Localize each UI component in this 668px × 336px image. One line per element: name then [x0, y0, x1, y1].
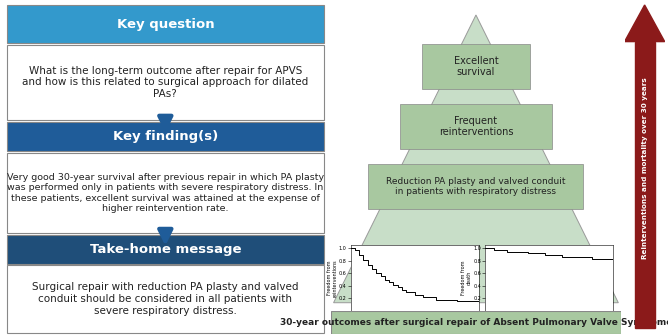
Text: Excellent
survival: Excellent survival: [454, 56, 498, 77]
X-axis label: Age (years): Age (years): [399, 326, 431, 331]
Polygon shape: [625, 5, 665, 42]
Bar: [7, 265, 324, 333]
Text: Key question: Key question: [116, 17, 214, 31]
Polygon shape: [635, 42, 655, 328]
Text: Surgical repair with reduction PA plasty and valved
conduit should be considered: Surgical repair with reduction PA plasty…: [32, 283, 299, 316]
Bar: [7, 5, 324, 43]
Text: 30-year outcomes after surgical repair of Absent Pulmonary Valve Syndrome: 30-year outcomes after surgical repair o…: [280, 318, 668, 327]
Bar: [7, 235, 324, 264]
Text: Frequent
reinterventions: Frequent reinterventions: [439, 116, 513, 137]
Y-axis label: Freedom from
death: Freedom from death: [461, 261, 472, 295]
Polygon shape: [333, 15, 619, 303]
Y-axis label: Freedom from
reinterventions: Freedom from reinterventions: [327, 259, 337, 297]
FancyBboxPatch shape: [400, 104, 552, 149]
Bar: [7, 153, 324, 233]
X-axis label: Age (years): Age (years): [533, 326, 565, 331]
Text: Key finding(s): Key finding(s): [113, 130, 218, 143]
Bar: [7, 122, 324, 151]
Text: Reduction PA plasty and valved conduit
in patients with respiratory distress: Reduction PA plasty and valved conduit i…: [386, 177, 566, 196]
Bar: [7, 45, 324, 120]
Text: Take-home message: Take-home message: [90, 243, 241, 256]
Text: Reinterventions and mortality over 30 years: Reinterventions and mortality over 30 ye…: [642, 77, 647, 259]
Text: Very good 30-year survival after previous repair in which PA plasty
was performe: Very good 30-year survival after previou…: [7, 173, 324, 213]
Text: What is the long-term outcome after repair for APVS
and how is this related to s: What is the long-term outcome after repa…: [22, 66, 309, 99]
FancyBboxPatch shape: [422, 44, 530, 89]
FancyBboxPatch shape: [369, 164, 583, 209]
